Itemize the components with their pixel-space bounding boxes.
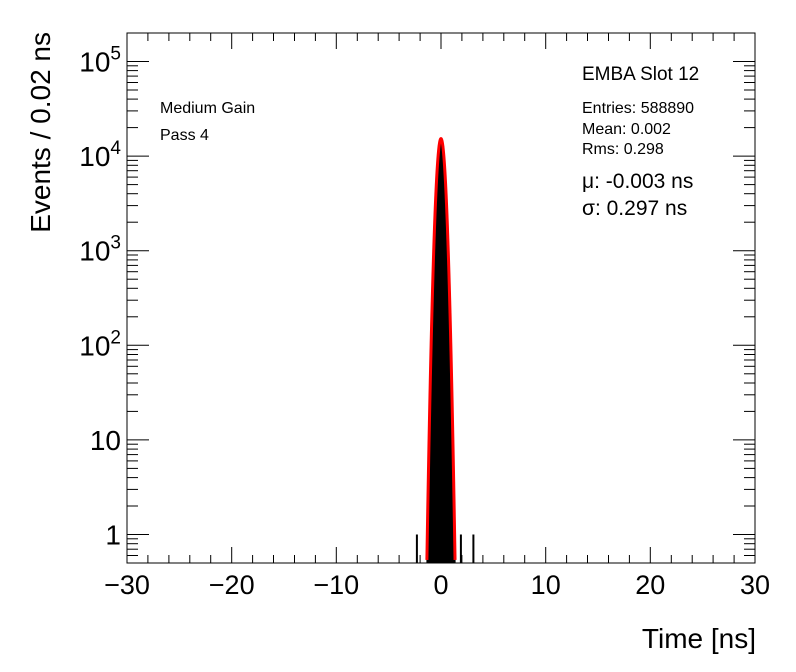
y-tick-label-base: 10 — [79, 47, 110, 78]
y-tick-label-exponent: 2 — [110, 327, 121, 348]
gaussian-fit-curve — [425, 137, 457, 560]
fit-mu: μ: -0.003 ns — [582, 170, 693, 193]
annotation-pass: Pass 4 — [160, 127, 209, 144]
y-tick-label-base: 10 — [79, 141, 110, 172]
y-tick-label: 1 — [105, 520, 121, 551]
y-tick-label-base: 10 — [90, 425, 121, 456]
fit-sigma: σ: 0.297 ns — [582, 197, 687, 220]
y-tick-label-exponent: 5 — [110, 44, 121, 65]
y-tick-label-base: 10 — [79, 236, 110, 267]
y-tick-label: 10 — [90, 425, 121, 456]
y-axis-ticks — [127, 32, 755, 564]
y-tick-label-base: 1 — [105, 520, 121, 551]
x-axis-label: Time [ns] — [642, 623, 756, 654]
y-tick-label: 102 — [79, 327, 121, 361]
x-tick-label: 10 — [531, 570, 561, 600]
x-tick-label: −10 — [313, 570, 359, 600]
stats-rms: Rms: 0.298 — [582, 141, 664, 158]
x-tick-label: −20 — [209, 570, 255, 600]
x-tick-label: 20 — [635, 570, 665, 600]
stats-title: EMBA Slot 12 — [582, 64, 699, 85]
y-tick-label: 104 — [79, 138, 121, 172]
x-tick-label: 30 — [740, 570, 770, 600]
y-tick-label: 105 — [79, 44, 121, 78]
y-tick-label-exponent: 3 — [110, 233, 121, 254]
x-axis-ticks — [126, 33, 756, 563]
y-tick-label-base: 10 — [79, 330, 110, 361]
y-tick-label-exponent: 4 — [110, 138, 121, 159]
annotation-gain: Medium Gain — [160, 100, 255, 117]
stats-mean: Mean: 0.002 — [582, 121, 671, 138]
y-axis-label: Events / 0.02 ns — [25, 32, 56, 233]
stats-entries: Entries: 588890 — [582, 100, 694, 117]
x-axis-tick-labels: −30 −20 −10 0 10 20 30 — [104, 570, 770, 600]
x-tick-label: −30 — [104, 570, 150, 600]
y-tick-label: 103 — [79, 233, 121, 267]
x-tick-label: 0 — [433, 570, 448, 600]
